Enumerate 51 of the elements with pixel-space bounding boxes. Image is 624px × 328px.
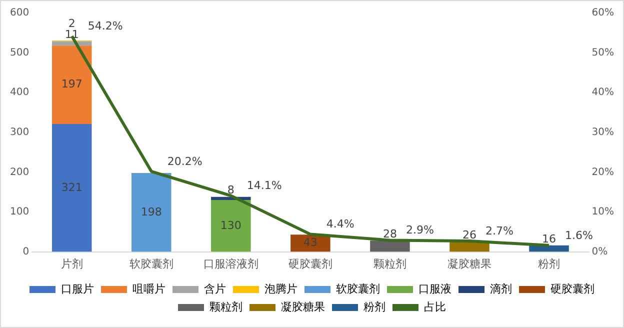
y2-tick-label: 20% <box>592 166 614 178</box>
legend-label: 咀嚼片 <box>132 282 166 296</box>
y-tick-label: 600 <box>10 8 30 19</box>
y2-tick-label: 50% <box>592 47 614 58</box>
data-label: 8 <box>227 184 234 197</box>
legend-label: 粉剂 <box>364 300 386 314</box>
y2-tick-label: 60% <box>592 8 614 19</box>
legend-label: 口服液 <box>418 282 452 296</box>
legend-label: 硬胶囊剂 <box>550 282 594 296</box>
x-tick-label: 口服溶液剂 <box>203 257 258 270</box>
y2-tick-label: 30% <box>592 126 614 138</box>
legend-label: 口服片 <box>61 282 94 296</box>
x-tick-label: 颗粒剂 <box>373 257 406 270</box>
data-label: 1.6% <box>565 228 593 242</box>
data-label: 54.2% <box>88 19 123 32</box>
data-label: 26 <box>462 228 476 242</box>
data-label: 2.9% <box>406 224 434 237</box>
y-tick-label: 200 <box>10 166 30 178</box>
data-label: 16 <box>542 232 556 246</box>
legend-label: 颗粒剂 <box>210 300 242 314</box>
legend-label: 软胶囊剂 <box>336 282 380 296</box>
data-label: 198 <box>140 205 162 218</box>
x-tick-label: 硬胶囊剂 <box>288 257 332 270</box>
y-tick-label: 300 <box>10 126 30 138</box>
data-label: 11 <box>64 28 79 42</box>
data-label: 28 <box>382 228 397 241</box>
y2-tick-label: 40% <box>592 87 614 98</box>
data-label: 4.4% <box>326 218 354 231</box>
x-tick-label: 凝胶糖果 <box>447 257 492 270</box>
y-tick-label: 500 <box>10 47 30 58</box>
legend-label: 含片 <box>204 282 226 296</box>
data-label: 43 <box>303 236 318 250</box>
data-label: 2 <box>68 17 76 30</box>
legend-label: 滴剂 <box>490 282 512 296</box>
legend-label: 泡腾片 <box>264 282 298 296</box>
y-tick-label: 0 <box>22 246 30 258</box>
data-label: 197 <box>61 78 82 91</box>
y-tick-label: 400 <box>10 87 30 98</box>
y2-tick-label: 10% <box>592 206 614 218</box>
legend-label: 凝胶糖果 <box>281 300 325 314</box>
data-label: 14.1% <box>246 179 282 192</box>
x-tick-label: 粉剂 <box>538 257 560 270</box>
legend-label: 占比 <box>424 300 446 314</box>
x-tick-label: 片剂 <box>60 257 83 270</box>
x-tick-label: 软胶囊剂 <box>129 257 174 270</box>
y-tick-label: 100 <box>10 206 30 218</box>
y2-tick-label: 0% <box>592 246 608 258</box>
data-label: 321 <box>61 180 82 194</box>
data-label: 130 <box>220 218 242 232</box>
data-label: 2.7% <box>485 224 514 238</box>
data-label: 20.2% <box>167 154 202 168</box>
